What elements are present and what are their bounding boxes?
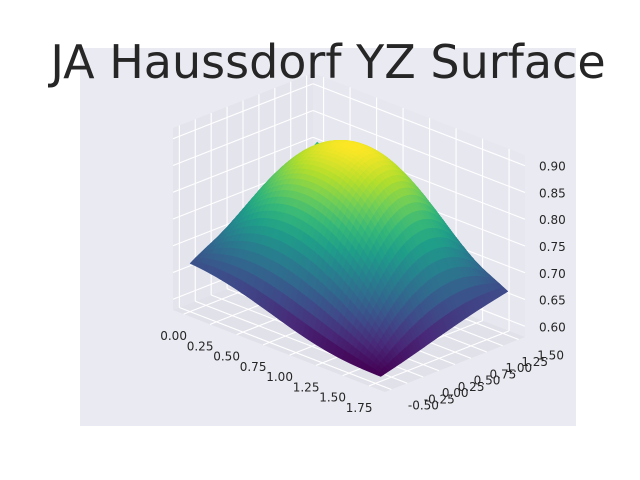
y-tick-label: 1.50: [537, 349, 564, 363]
x-tick-label: 1.75: [346, 401, 373, 415]
surface-plot: [189, 140, 509, 377]
chart-title: JA Haussdorf YZ Surface: [47, 35, 605, 89]
tick-labels: 0.000.250.500.751.001.251.501.75 -0.50-0.…: [160, 160, 565, 415]
gridline-y: [179, 306, 392, 391]
x-tick-label: 1.50: [319, 391, 346, 405]
surface-patch: [376, 371, 384, 377]
gridline-z: [172, 136, 314, 193]
gridline-z: [172, 109, 314, 166]
z-tick-label: 0.85: [539, 187, 566, 201]
z-tick-label: 0.90: [539, 160, 566, 174]
z-tick-label: 0.80: [539, 213, 566, 227]
y-tick-label: -0.50: [408, 399, 439, 413]
y-tick-label: 1.00: [505, 361, 532, 375]
x-tick-label: 0.50: [213, 350, 240, 364]
y-tick-label: 0.75: [490, 367, 517, 381]
y-tick-label: 0.50: [474, 374, 501, 388]
y-tick-label: -0.25: [424, 392, 455, 406]
gridline-z: [312, 109, 526, 193]
x-tick-label: 1.00: [266, 370, 293, 384]
x-tick-label: 1.25: [293, 380, 320, 394]
x-tick-label: 0.75: [240, 360, 267, 374]
y-tick-label: 1.25: [521, 355, 548, 369]
z-tick-label: 0.60: [539, 320, 566, 334]
z-tick-label: 0.65: [539, 294, 566, 308]
x-tick-label: 0.00: [160, 329, 187, 343]
z-tick-label: 0.70: [539, 267, 566, 281]
y-tick-label: 0.00: [442, 386, 469, 400]
y-tick-label: 0.25: [458, 380, 485, 394]
gridline-z: [172, 83, 314, 140]
gridline-z: [312, 83, 526, 167]
z-tick-label: 0.75: [539, 240, 566, 254]
x-tick-label: 0.25: [187, 339, 214, 353]
